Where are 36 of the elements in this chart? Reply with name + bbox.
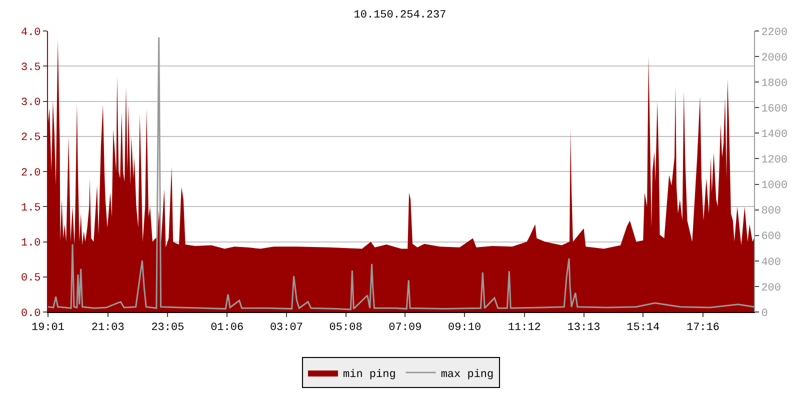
x-tick-label: 15:14 bbox=[626, 322, 660, 334]
y2-tick-label: 0 bbox=[761, 308, 768, 320]
y2-tick-label: 1800 bbox=[761, 78, 788, 90]
y2-tick-label: 1400 bbox=[761, 129, 788, 142]
x-tick-label: 23:05 bbox=[151, 322, 184, 334]
y-tick-label: 4.0 bbox=[20, 26, 41, 39]
y-tick-label: 2.5 bbox=[20, 132, 41, 144]
y2-tick-label: 200 bbox=[761, 282, 782, 294]
y2-tick-label: 2000 bbox=[761, 52, 788, 64]
y2-tick-label: 1600 bbox=[761, 103, 788, 116]
x-tick-label: 11:12 bbox=[508, 322, 541, 334]
y-tick-label: 3.0 bbox=[20, 97, 41, 110]
y-tick-label: 1.5 bbox=[20, 202, 41, 214]
x-tick-label: 21:03 bbox=[91, 322, 124, 334]
y-tick-label: 3.5 bbox=[20, 62, 41, 74]
legend-label: min ping bbox=[343, 368, 396, 381]
x-tick-label: 07:09 bbox=[388, 322, 422, 334]
x-tick-label: 17:16 bbox=[686, 322, 720, 334]
y2-tick-label: 1200 bbox=[761, 154, 788, 167]
y-tick-label: 2.0 bbox=[20, 167, 41, 180]
x-tick-label: 01:06 bbox=[210, 322, 244, 334]
x-tick-label: 09:10 bbox=[448, 322, 482, 334]
x-tick-label: 03:07 bbox=[270, 322, 303, 334]
x-tick-label: 05:08 bbox=[329, 322, 362, 334]
legend-label: max ping bbox=[440, 368, 494, 381]
x-tick-label: 13:13 bbox=[567, 322, 600, 334]
x-tick-label: 19:01 bbox=[31, 322, 65, 334]
chart-title: 10.150.254.237 bbox=[354, 10, 446, 22]
y2-tick-label: 800 bbox=[761, 206, 782, 218]
y-tick-label: 1.0 bbox=[20, 238, 41, 250]
y-tick-label: 0.5 bbox=[20, 272, 41, 285]
y2-tick-label: 1000 bbox=[761, 180, 788, 192]
y-tick-label: 0.0 bbox=[20, 308, 41, 320]
y2-tick-label: 400 bbox=[761, 256, 782, 269]
y2-tick-label: 2200 bbox=[761, 26, 788, 39]
y2-tick-label: 600 bbox=[761, 231, 782, 244]
